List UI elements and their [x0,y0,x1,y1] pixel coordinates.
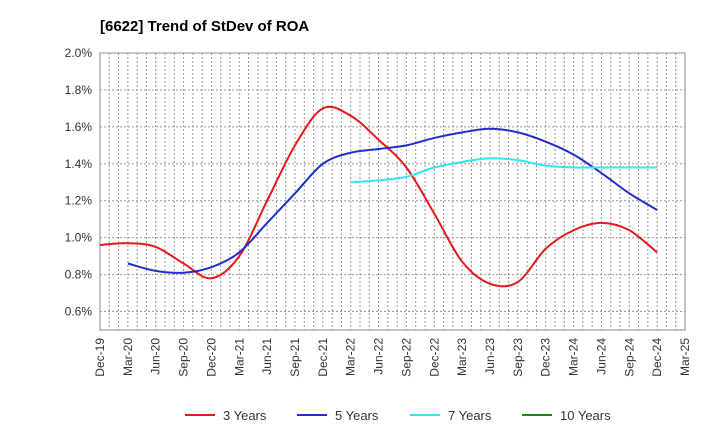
x-tick-label: Mar-25 [678,338,692,376]
series-line-1 [99,105,658,288]
x-tick-label: Jun-24 [594,338,608,375]
y-tick-label: 1.4% [65,157,93,171]
series-line-2 [127,127,658,274]
x-tick-label: Dec-20 [204,338,218,377]
x-tick-label: Mar-23 [455,338,469,376]
y-tick-label: 1.2% [65,194,93,208]
plot-area: 0.6% 0.8% 1.0% 1.2% 1.4% 1.6% 1.8% 2.0% Dec-19 Ma… [65,46,692,377]
x-tick-label: Dec-21 [316,338,330,377]
x-tick-label: Mar-24 [567,338,581,376]
y-tick-label: 0.8% [65,268,93,282]
legend-label: 10 Years [560,408,611,423]
x-tick-label: Mar-22 [344,338,358,376]
x-tick-label: Sep-20 [177,338,191,377]
plot-frame [99,52,686,331]
x-tick-label: Sep-24 [622,338,636,377]
chart-title: [6622] Trend of StDev of ROA [100,18,309,35]
y-tick-label: 1.8% [65,83,93,97]
legend-label: 3 Years [223,408,267,423]
x-tick-label: Dec-23 [539,338,553,377]
x-tick-label: Dec-22 [427,338,441,377]
x-tick-label: Sep-22 [399,338,413,377]
x-tick-label: Jun-20 [149,338,163,375]
x-tick-label: Sep-21 [288,338,302,377]
x-tick-label: Mar-21 [232,338,246,376]
legend-label: 7 Years [448,408,492,423]
y-tick-label: 2.0% [65,46,93,60]
x-tick-label: Jun-21 [260,338,274,375]
y-tick-label: 1.0% [65,231,93,245]
y-tick-label: 0.6% [65,305,93,319]
y-tick-label: 1.6% [65,120,93,134]
x-tick-label: Dec-24 [650,338,664,377]
x-tick-label: Sep-23 [511,338,525,377]
x-tick-label: Dec-19 [93,338,107,377]
legend-label: 5 Years [335,408,379,423]
legend: 3 Years 5 Years 7 Years 10 Years [185,408,611,423]
x-tick-label: Jun-23 [483,338,497,375]
x-tick-label: Mar-20 [121,338,135,376]
series-line-3 [350,157,658,184]
x-tick-label: Jun-22 [372,338,386,375]
